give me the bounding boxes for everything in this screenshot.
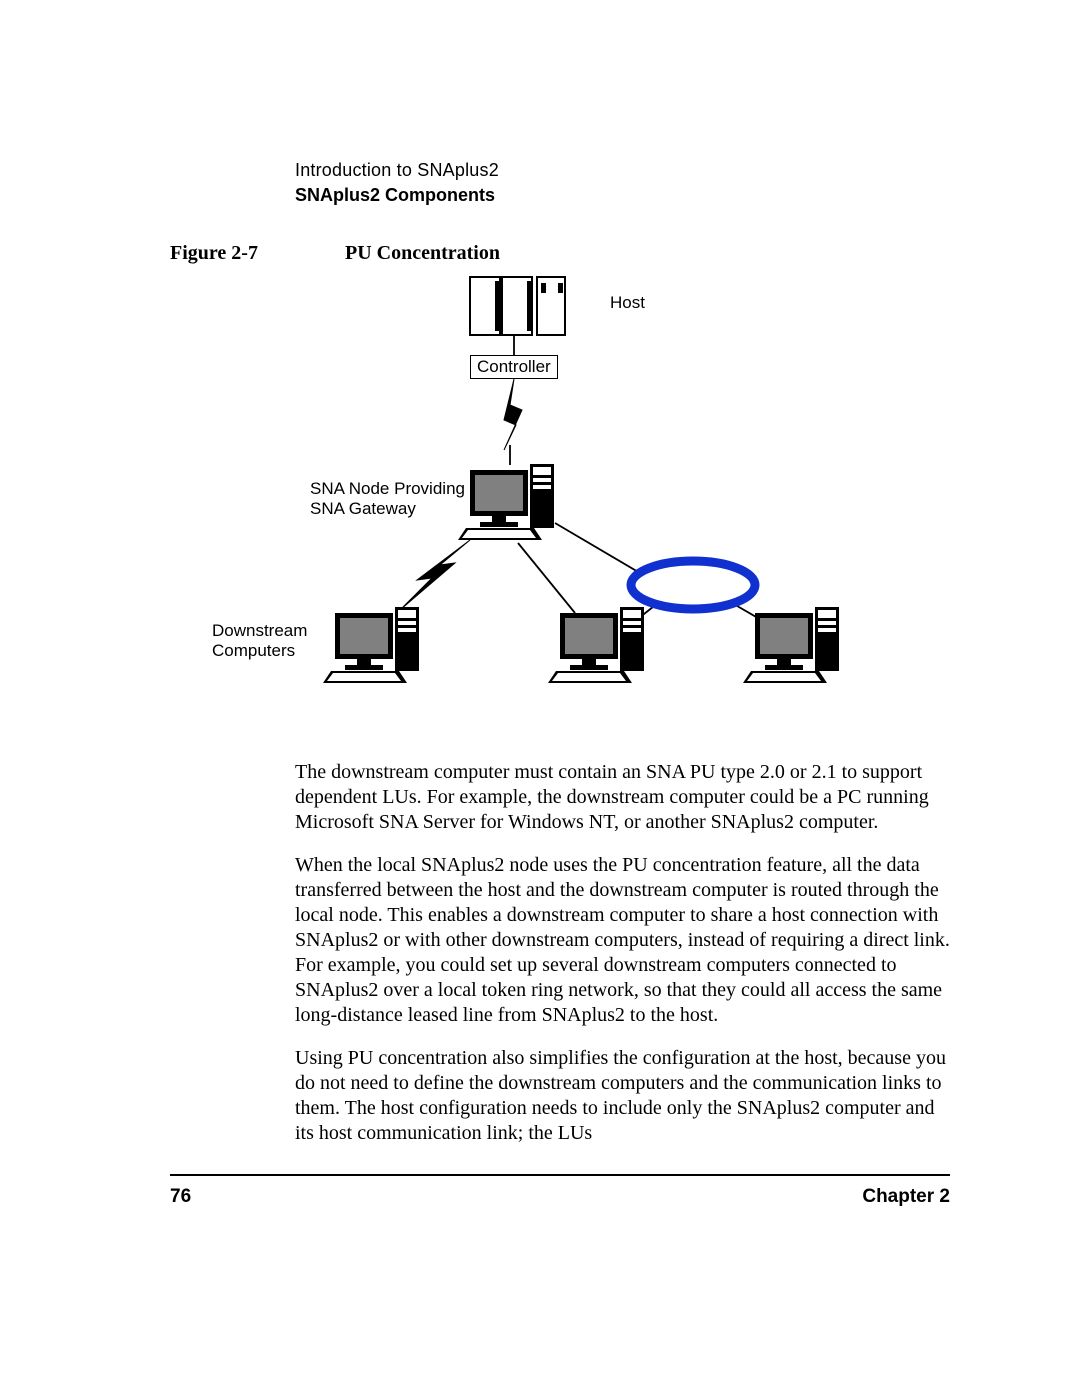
downstream-pc2-icon <box>548 607 644 683</box>
gateway-pc-icon <box>458 464 554 540</box>
paragraph-2: When the local SNAplus2 node uses the PU… <box>295 853 950 1028</box>
link-controller-gateway <box>504 379 522 450</box>
page-number: 76 <box>170 1186 191 1208</box>
controller-label: Controller <box>470 355 558 379</box>
downstream-label: Downstream Computers <box>212 621 307 660</box>
host-icon <box>470 277 565 335</box>
downstream-pc3-icon <box>743 607 839 683</box>
header-section-title: SNAplus2 Components <box>295 185 950 206</box>
gateway-label-l2: SNA Gateway <box>310 499 416 518</box>
token-ring-icon <box>631 561 755 609</box>
downstream-label-l1: Downstream <box>212 621 307 640</box>
downstream-label-l2: Computers <box>212 641 295 660</box>
gateway-label: SNA Node Providing SNA Gateway <box>310 479 465 518</box>
body-text: The downstream computer must contain an … <box>295 760 950 1146</box>
link-gateway-pc2 <box>518 543 575 613</box>
header-chapter-title: Introduction to SNAplus2 <box>295 160 950 181</box>
gateway-label-l1: SNA Node Providing <box>310 479 465 498</box>
figure-title: PU Concentration <box>345 242 500 265</box>
figure-caption: Figure 2-7 PU Concentration <box>170 242 950 265</box>
figure-number: Figure 2-7 <box>170 242 345 265</box>
link-gateway-pc1 <box>400 540 470 610</box>
running-header: Introduction to SNAplus2 SNAplus2 Compon… <box>295 160 950 206</box>
link-gateway-ring <box>555 523 640 573</box>
downstream-pc1-icon <box>323 607 419 683</box>
host-label: Host <box>610 293 645 313</box>
page-footer: 76 Chapter 2 <box>170 1186 950 1208</box>
footer-rule <box>170 1174 950 1176</box>
chapter-label: Chapter 2 <box>862 1186 950 1208</box>
paragraph-1: The downstream computer must contain an … <box>295 760 950 835</box>
paragraph-3: Using PU concentration also simplifies t… <box>295 1046 950 1146</box>
figure-diagram: Host Controller SNA Node Providing SNA G… <box>170 275 860 705</box>
